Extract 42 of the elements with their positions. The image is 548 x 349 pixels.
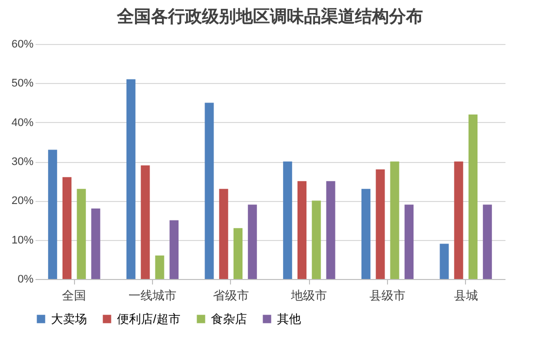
x-tick-label: 省级市 — [212, 288, 249, 302]
x-tick-label: 县城 — [454, 288, 478, 302]
y-tick-label: 0% — [18, 274, 34, 286]
chart-title: 全国各行政级别地区调味品渠道结构分布 — [116, 7, 423, 26]
bar — [312, 200, 321, 279]
y-tick-label: 40% — [11, 116, 34, 129]
bar — [361, 188, 370, 279]
bar — [155, 256, 164, 279]
bar — [440, 244, 449, 279]
bar — [482, 204, 492, 279]
bar — [234, 228, 243, 279]
bar — [326, 181, 336, 279]
bar — [297, 181, 306, 279]
bar — [219, 188, 228, 279]
bar — [91, 208, 100, 279]
bar — [204, 102, 214, 279]
legend-label: 其他 — [277, 312, 301, 326]
bar — [76, 188, 86, 279]
bar — [48, 150, 58, 279]
bar — [454, 162, 464, 279]
x-tick-label: 地级市 — [290, 288, 328, 302]
bar — [283, 162, 292, 279]
bar — [170, 220, 179, 279]
x-tick-label: 县级市 — [370, 288, 406, 302]
bar — [248, 204, 257, 279]
bar — [62, 177, 72, 279]
y-tick-label: 30% — [11, 156, 34, 168]
y-tick-label: 20% — [11, 195, 34, 208]
bar — [140, 165, 150, 279]
x-tick-label: 全国 — [62, 288, 86, 302]
y-tick-label: 60% — [11, 38, 34, 50]
bar — [376, 169, 385, 279]
bar — [468, 114, 478, 279]
bar — [126, 79, 136, 279]
bar — [390, 162, 400, 279]
y-tick-label: 50% — [11, 78, 34, 90]
bar — [404, 204, 414, 279]
legend-label: 大卖场 — [51, 312, 87, 326]
y-tick-label: 10% — [11, 234, 34, 246]
legend-label: 食杂店 — [211, 312, 247, 326]
legend-label: 便利店/超市 — [117, 312, 180, 326]
x-tick-label: 一线城市 — [128, 288, 176, 302]
